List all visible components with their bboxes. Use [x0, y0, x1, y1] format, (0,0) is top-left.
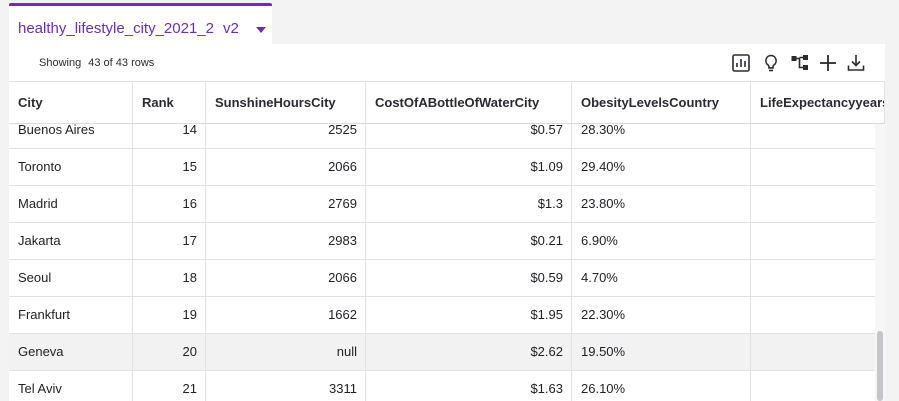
cell-life-expectancy[interactable]: [751, 334, 875, 370]
cell-life-expectancy[interactable]: [751, 260, 875, 296]
cell-water-cost[interactable]: $1.3: [366, 186, 572, 222]
table-row[interactable]: Buenos Aires 14 2525 $0.57 28.30%: [9, 124, 875, 149]
table-row-hovered[interactable]: Geneva 20 null $2.62 19.50%: [9, 334, 875, 371]
cell-life-expectancy[interactable]: [751, 371, 875, 401]
cell-city[interactable]: Buenos Aires: [9, 124, 133, 148]
cell-city[interactable]: Tel Aviv: [9, 371, 133, 401]
cell-water-cost[interactable]: $0.21: [366, 223, 572, 259]
table-row[interactable]: Seoul 18 2066 $0.59 4.70%: [9, 260, 875, 297]
cell-city[interactable]: Geneva: [9, 334, 133, 370]
cell-obesity[interactable]: 6.90%: [572, 223, 751, 259]
cell-rank[interactable]: 17: [133, 223, 206, 259]
cell-life-expectancy[interactable]: [751, 149, 875, 185]
column-header-rank[interactable]: Rank: [133, 82, 206, 123]
column-header-sunshine[interactable]: SunshineHoursCity: [206, 82, 366, 123]
table-body: Buenos Aires 14 2525 $0.57 28.30% Toront…: [9, 124, 875, 401]
chevron-down-icon[interactable]: [256, 27, 266, 33]
cell-water-cost[interactable]: $0.57: [366, 124, 572, 148]
version-label[interactable]: v2: [223, 20, 239, 37]
cell-rank[interactable]: 18: [133, 260, 206, 296]
cell-water-cost[interactable]: $1.95: [366, 297, 572, 333]
cell-life-expectancy[interactable]: [751, 186, 875, 222]
cell-life-expectancy[interactable]: [751, 297, 875, 333]
cell-rank[interactable]: 21: [133, 371, 206, 401]
vertical-scrollbar[interactable]: [875, 124, 885, 401]
cell-sunshine[interactable]: 1662: [206, 297, 366, 333]
tab-strip: healthy_lifestyle_city_2021_2 v2: [0, 0, 899, 44]
cell-sunshine[interactable]: 2525: [206, 124, 366, 148]
cell-rank[interactable]: 20: [133, 334, 206, 370]
cell-sunshine[interactable]: null: [206, 334, 366, 370]
cell-sunshine[interactable]: 2066: [206, 260, 366, 296]
dataset-tab[interactable]: healthy_lifestyle_city_2021_2 v2: [9, 3, 272, 44]
cell-city[interactable]: Frankfurt: [9, 297, 133, 333]
data-panel: Showing 43 of 43 rows: [9, 44, 885, 401]
table-row[interactable]: Madrid 16 2769 $1.3 23.80%: [9, 186, 875, 223]
cell-rank[interactable]: 14: [133, 124, 206, 148]
cell-city[interactable]: Toronto: [9, 149, 133, 185]
cell-water-cost[interactable]: $1.09: [366, 149, 572, 185]
dataset-name[interactable]: healthy_lifestyle_city_2021_2: [18, 20, 214, 37]
cell-rank[interactable]: 15: [133, 149, 206, 185]
lightbulb-icon[interactable]: [760, 52, 782, 74]
cell-obesity[interactable]: 29.40%: [572, 149, 751, 185]
cell-life-expectancy[interactable]: [751, 223, 875, 259]
column-header-city[interactable]: City: [9, 82, 133, 123]
plus-icon[interactable]: [817, 52, 839, 74]
table-row[interactable]: Jakarta 17 2983 $0.21 6.90%: [9, 223, 875, 260]
showing-count: 43 of 43 rows: [88, 57, 155, 69]
cell-sunshine[interactable]: 3311: [206, 371, 366, 401]
toolbar: Showing 43 of 43 rows: [9, 44, 885, 82]
row-count-label: Showing 43 of 43 rows: [39, 57, 154, 69]
cell-sunshine[interactable]: 2769: [206, 186, 366, 222]
cell-obesity[interactable]: 19.50%: [572, 334, 751, 370]
cell-obesity[interactable]: 26.10%: [572, 371, 751, 401]
cell-obesity[interactable]: 4.70%: [572, 260, 751, 296]
cell-obesity[interactable]: 28.30%: [572, 124, 751, 148]
cell-water-cost[interactable]: $0.59: [366, 260, 572, 296]
cell-water-cost[interactable]: $2.62: [366, 334, 572, 370]
column-header-life-expectancy[interactable]: LifeExpectancyyears: [751, 82, 885, 123]
hierarchy-icon[interactable]: [789, 52, 811, 74]
cell-rank[interactable]: 16: [133, 186, 206, 222]
cell-obesity[interactable]: 22.30%: [572, 297, 751, 333]
cell-sunshine[interactable]: 2066: [206, 149, 366, 185]
scrollbar-thumb[interactable]: [877, 331, 883, 401]
cell-life-expectancy[interactable]: [751, 124, 875, 148]
download-icon[interactable]: [845, 52, 867, 74]
table-row[interactable]: Toronto 15 2066 $1.09 29.40%: [9, 149, 875, 186]
cell-sunshine[interactable]: 2983: [206, 223, 366, 259]
table-header: City Rank SunshineHoursCity CostOfABottl…: [9, 82, 885, 124]
cell-rank[interactable]: 19: [133, 297, 206, 333]
data-table: City Rank SunshineHoursCity CostOfABottl…: [9, 82, 885, 401]
column-header-obesity[interactable]: ObesityLevelsCountry: [572, 82, 751, 123]
cell-city[interactable]: Jakarta: [9, 223, 133, 259]
chart-icon[interactable]: [730, 52, 752, 74]
cell-city[interactable]: Madrid: [9, 186, 133, 222]
cell-water-cost[interactable]: $1.63: [366, 371, 572, 401]
cell-city[interactable]: Seoul: [9, 260, 133, 296]
cell-obesity[interactable]: 23.80%: [572, 186, 751, 222]
table-row[interactable]: Frankfurt 19 1662 $1.95 22.30%: [9, 297, 875, 334]
column-header-water-cost[interactable]: CostOfABottleOfWaterCity: [366, 82, 572, 123]
showing-label: Showing: [39, 57, 82, 69]
table-row[interactable]: Tel Aviv 21 3311 $1.63 26.10%: [9, 371, 875, 401]
